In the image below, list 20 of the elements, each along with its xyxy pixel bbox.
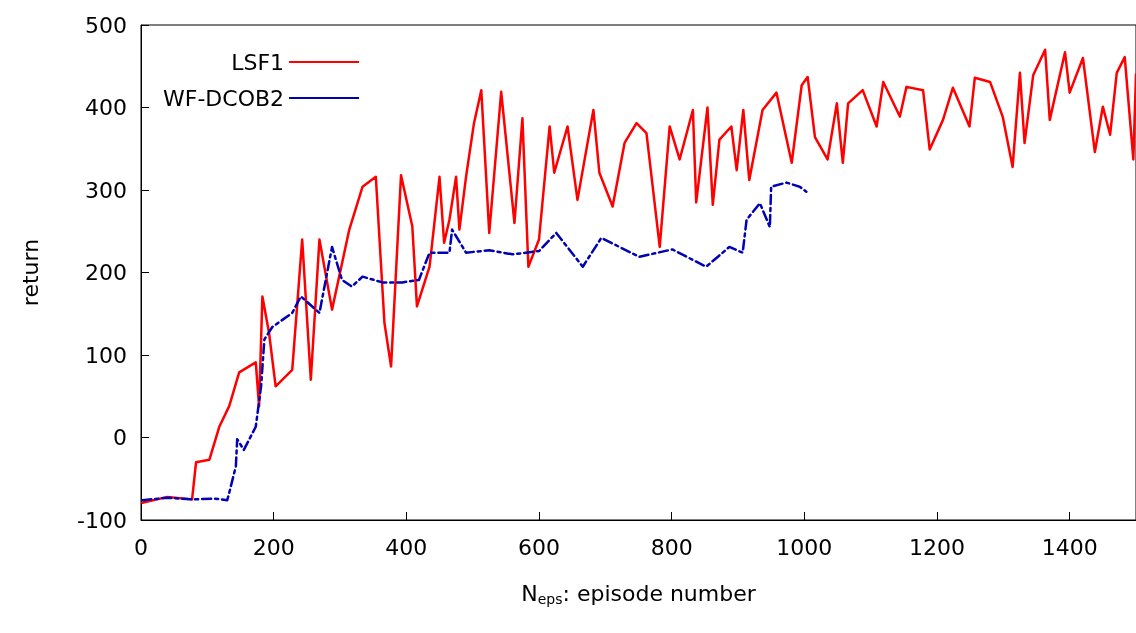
y-axis-title: return (17, 238, 43, 307)
x-tick-label: 600 (518, 534, 560, 560)
legend-label: WF-DCOB2 (162, 85, 285, 111)
y-tick-label: 400 (85, 95, 127, 120)
y-tick-label: 300 (85, 177, 127, 203)
x-tick-label: 200 (252, 534, 295, 560)
y-tick-label: 200 (85, 260, 127, 285)
legend-label: LSF1 (231, 49, 285, 75)
y-tick-label: 0 (113, 425, 127, 450)
x-tick-label: 1200 (909, 534, 965, 560)
x-tick-label: 800 (650, 534, 693, 560)
x-tick-label: 1000 (776, 534, 833, 560)
y-tick-label: 100 (85, 342, 127, 368)
x-tick-label: 400 (385, 534, 428, 560)
y-tick-label: -100 (77, 507, 127, 533)
line-series (141, 48, 1136, 504)
x-tick-label: 1400 (1041, 534, 1098, 560)
line-series (141, 181, 808, 502)
x-tick-label: 0 (134, 534, 148, 560)
y-tick-label: 500 (85, 12, 127, 38)
